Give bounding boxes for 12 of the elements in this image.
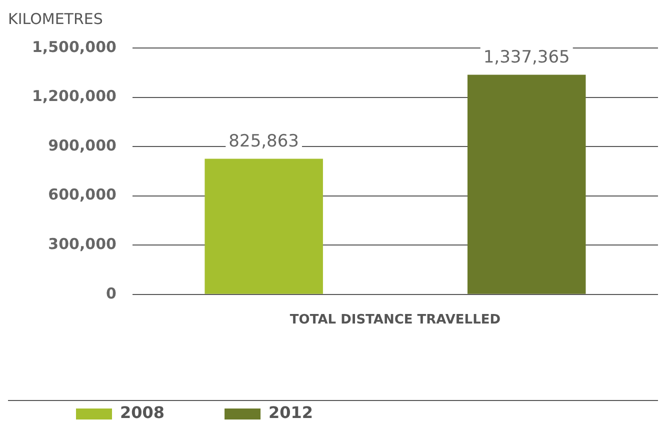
y-tick-label: 1,500,000 (32, 38, 116, 56)
data-label: 1,337,365 (483, 48, 570, 68)
y-tick-label: 900,000 (48, 136, 116, 154)
y-axis-title: KILOMETRES (8, 10, 103, 28)
x-tick-label: TOTAL DISTANCE TRAVELLED (290, 312, 501, 328)
data-label: 825,863 (228, 132, 299, 152)
legend-label: 2008 (120, 403, 165, 422)
y-tick-label: 0 (106, 284, 116, 302)
legend-label: 2012 (268, 403, 314, 422)
y-tick-label: 300,000 (48, 235, 116, 254)
y-tick-label: 1,200,000 (32, 87, 116, 106)
y-tick-label: 600,000 (48, 186, 116, 204)
